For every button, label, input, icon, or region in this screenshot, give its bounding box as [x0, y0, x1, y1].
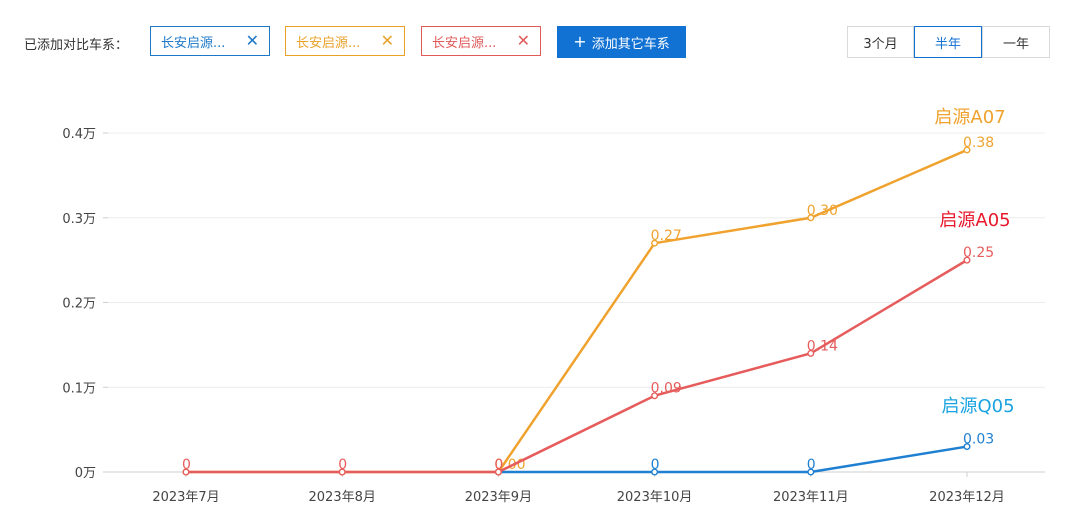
data-label: 0.03 — [963, 432, 994, 448]
compare-label: 已添加对比车系： — [24, 38, 129, 53]
data-point — [807, 214, 815, 222]
close-icon[interactable]: ✕ — [245, 31, 259, 50]
add-series-button[interactable]: + 添加其它车系 — [557, 26, 686, 58]
x-tick-label: 2023年8月 — [309, 490, 376, 505]
data-point — [963, 256, 971, 264]
series-line — [186, 259, 968, 474]
toolbar: 已添加对比车系： 长安启源... ✕ 长安启源... ✕ 长安启源... ✕ +… — [0, 0, 1089, 80]
data-point — [651, 239, 659, 247]
chip-label: 长安启源... — [161, 35, 226, 51]
data-point — [494, 468, 502, 476]
data-point — [651, 392, 659, 400]
y-tick-label: 0.4万 — [62, 127, 96, 142]
series-name-label: 启源A07 — [934, 107, 1005, 128]
close-icon[interactable]: ✕ — [516, 31, 530, 50]
data-label: 0.38 — [963, 135, 994, 151]
chip-label: 长安启源... — [296, 35, 361, 51]
x-tick-label: 2023年11月 — [773, 490, 849, 505]
range-one-year[interactable]: 一年 — [982, 26, 1050, 58]
plus-icon: + — [573, 32, 587, 51]
x-tick-label: 2023年10月 — [617, 490, 693, 505]
data-point — [182, 468, 190, 476]
data-label: 0 — [494, 457, 503, 473]
data-point — [807, 349, 815, 357]
data-point — [338, 468, 346, 476]
chip-label: 长安启源... — [432, 35, 497, 51]
compare-chip-2[interactable]: 长安启源... ✕ — [285, 26, 405, 56]
data-point — [963, 443, 971, 451]
data-label: 0 — [182, 457, 191, 473]
compare-chip-1[interactable]: 长安启源... ✕ — [150, 26, 270, 56]
data-point — [807, 468, 815, 476]
data-label: 0 — [807, 457, 816, 473]
series-line — [498, 445, 968, 474]
data-label: 0.14 — [807, 338, 838, 354]
x-tick-label: 2023年7月 — [152, 490, 219, 505]
y-tick-label: 0万 — [75, 466, 96, 481]
compare-chip-3[interactable]: 长安启源... ✕ — [421, 26, 541, 56]
time-range-selector: 3个月 半年 一年 — [847, 26, 1050, 58]
series-line — [186, 148, 968, 474]
close-icon[interactable]: ✕ — [380, 31, 394, 50]
range-3-months[interactable]: 3个月 — [847, 26, 914, 58]
y-tick-label: 0.3万 — [62, 212, 96, 227]
data-label: 0 — [338, 457, 347, 473]
series-name-label: 启源A05 — [939, 210, 1010, 231]
data-label: 0.27 — [651, 228, 682, 244]
range-half-year[interactable]: 半年 — [914, 26, 982, 58]
data-point — [651, 468, 659, 476]
x-tick-label: 2023年9月 — [465, 490, 532, 505]
add-series-label: 添加其它车系 — [591, 36, 670, 52]
data-label: 0 — [651, 457, 660, 473]
data-label: 0.09 — [651, 381, 682, 397]
y-tick-label: 0.1万 — [62, 381, 96, 396]
series-name-label: 启源Q05 — [941, 396, 1014, 417]
data-label: 0.25 — [963, 245, 994, 261]
x-tick-label: 2023年12月 — [929, 490, 1005, 505]
y-tick-label: 0.2万 — [62, 297, 96, 312]
data-point — [963, 146, 971, 154]
data-label: 0.30 — [807, 203, 838, 219]
